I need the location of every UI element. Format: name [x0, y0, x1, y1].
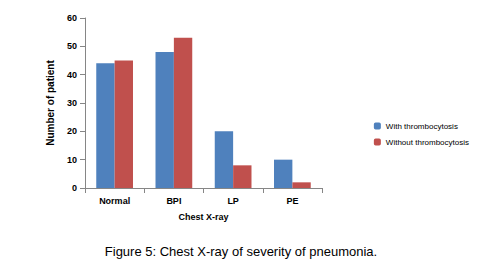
svg-text:20: 20 — [67, 126, 77, 136]
svg-text:Normal: Normal — [99, 196, 130, 206]
svg-text:10: 10 — [67, 155, 77, 165]
svg-text:60: 60 — [67, 13, 77, 23]
svg-text:With thrombocytosis: With thrombocytosis — [386, 122, 458, 131]
svg-text:Figure 5: Chest X-ray of sever: Figure 5: Chest X-ray of severity of pne… — [105, 244, 377, 259]
svg-text:Without thrombocytosis: Without thrombocytosis — [386, 138, 469, 147]
svg-text:Number of patient: Number of patient — [45, 60, 56, 146]
svg-text:LP: LP — [227, 196, 239, 206]
svg-text:30: 30 — [67, 98, 77, 108]
svg-text:50: 50 — [67, 41, 77, 51]
svg-text:PE: PE — [286, 196, 298, 206]
svg-text:Chest X-ray: Chest X-ray — [178, 212, 228, 222]
svg-text:0: 0 — [72, 183, 77, 193]
svg-text:BPI: BPI — [166, 196, 181, 206]
svg-text:40: 40 — [67, 70, 77, 80]
